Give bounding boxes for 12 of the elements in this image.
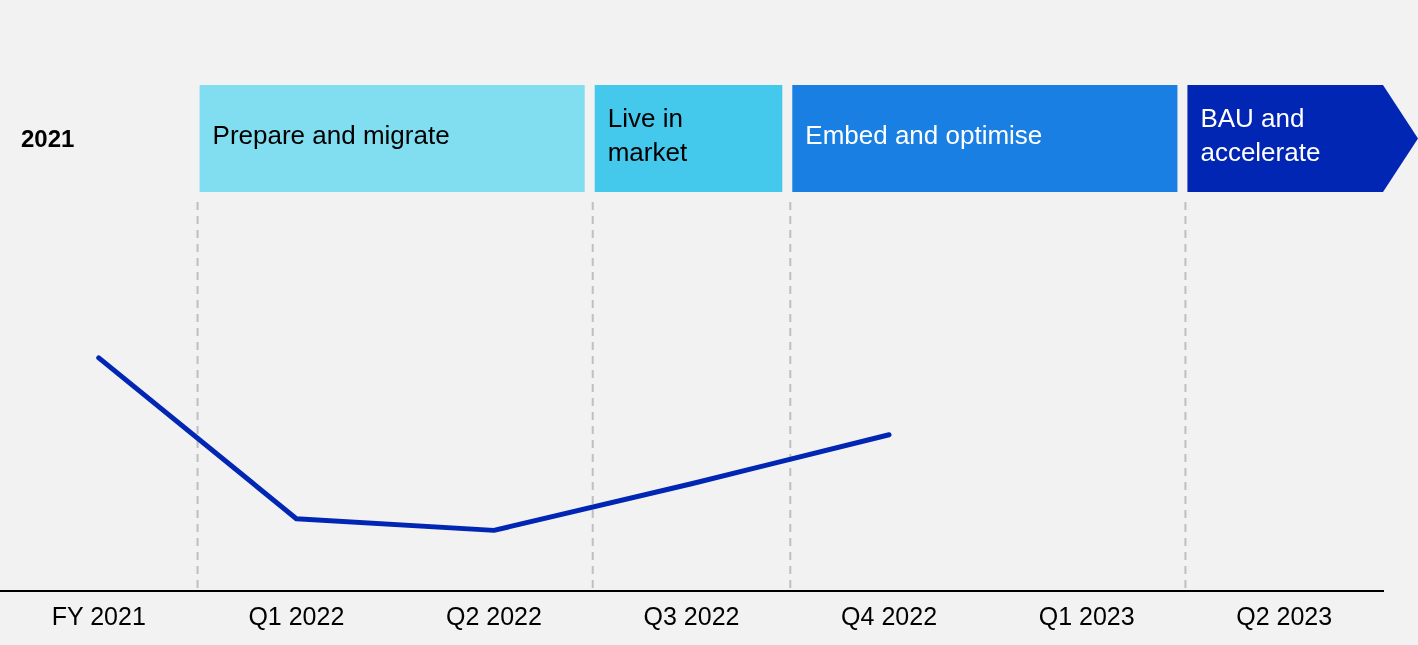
x-tick-label: Q4 2022 [841,601,938,630]
text: BAU and accelerate [1200,102,1321,167]
text: Prepare and migrate [212,119,450,150]
text: 2021 [21,125,75,153]
text: Live in market [607,102,688,167]
x-tick-label: Q2 2023 [1236,601,1333,630]
x-tick-label: FY 2021 [51,601,146,630]
x-tick-label: Q1 2023 [1038,601,1135,630]
x-tick-label: Q3 2022 [643,601,740,630]
x-tick-label: Q2 2022 [445,601,542,630]
text: Embed and optimise [805,119,1043,150]
x-tick-label: Q1 2022 [248,601,345,630]
